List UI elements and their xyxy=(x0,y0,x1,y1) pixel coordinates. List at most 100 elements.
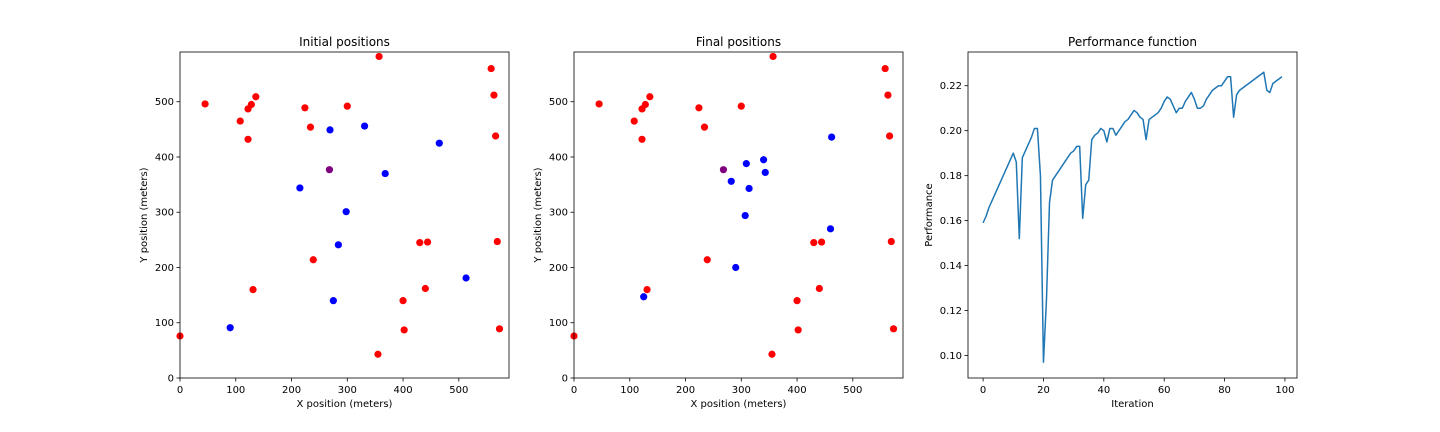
y-tick-label: 0.20 xyxy=(940,126,962,137)
y-tick-label: 0.12 xyxy=(940,306,962,317)
red-point xyxy=(889,325,898,333)
y-axis-label: Y position (meters) xyxy=(533,167,544,263)
y-tick-label: 0.14 xyxy=(940,261,962,272)
red-point xyxy=(887,237,895,246)
red-point xyxy=(399,297,407,305)
chart-title: Initial positions xyxy=(299,35,390,49)
red-point xyxy=(881,64,889,73)
red-point xyxy=(646,93,654,101)
red-point xyxy=(306,123,315,131)
red-point xyxy=(490,91,498,99)
y-tick-label: 0 xyxy=(168,374,174,385)
red-point xyxy=(343,102,351,110)
x-tick-label: 400 xyxy=(394,385,413,396)
blue-point xyxy=(334,241,342,249)
red-point xyxy=(244,135,252,143)
y-tick-label: 300 xyxy=(155,208,174,219)
blue-point xyxy=(761,168,769,177)
red-point xyxy=(703,256,711,264)
blue-point xyxy=(742,160,750,168)
red-point xyxy=(252,93,260,101)
red-point xyxy=(810,239,818,247)
blue-point xyxy=(342,208,350,216)
y-tick-label: 0.18 xyxy=(940,171,962,182)
x-tick-label: 300 xyxy=(732,385,751,396)
axes-frame xyxy=(573,51,904,379)
red-point xyxy=(595,100,603,108)
chart-title: Final positions xyxy=(696,35,781,49)
chart-1: Initial positions 0 100 200 300 400 500 0 100 200… xyxy=(139,35,510,410)
blue-point xyxy=(329,297,337,305)
red-point xyxy=(492,132,500,140)
x-axis-label: Iteration xyxy=(1111,399,1153,410)
red-point xyxy=(374,350,382,358)
red-point xyxy=(630,117,638,125)
red-point xyxy=(641,100,649,109)
x-tick-label: 0 xyxy=(177,385,183,396)
red-point xyxy=(421,284,429,293)
red-point xyxy=(247,100,255,109)
performance-line xyxy=(982,71,1283,364)
red-point xyxy=(416,239,424,247)
blue-point xyxy=(462,274,470,282)
red-point xyxy=(495,325,504,333)
x-axis-label: X position (meters) xyxy=(691,399,787,410)
red-point xyxy=(884,91,892,99)
x-tick-label: 20 xyxy=(1037,385,1050,396)
y-tick-label: 300 xyxy=(549,208,568,219)
blue-point xyxy=(828,133,836,141)
blue-point xyxy=(326,126,334,134)
red-point xyxy=(695,104,703,112)
red-point xyxy=(737,102,745,110)
y-tick-label: 400 xyxy=(549,152,568,163)
x-tick-label: 200 xyxy=(282,385,301,396)
red-point xyxy=(815,284,823,293)
red-point xyxy=(643,285,651,294)
y-tick-label: 0 xyxy=(562,374,568,385)
red-point xyxy=(769,52,777,61)
red-point xyxy=(493,237,501,246)
red-point xyxy=(375,52,383,61)
red-point xyxy=(423,238,432,246)
y-tick-label: 100 xyxy=(549,318,568,329)
y-tick-label: 400 xyxy=(155,152,174,163)
y-axis-label: Performance xyxy=(924,183,935,246)
red-point xyxy=(301,104,309,112)
x-tick-label: 100 xyxy=(1275,385,1294,396)
red-point xyxy=(400,326,408,334)
y-tick-label: 500 xyxy=(549,97,568,108)
blue-point xyxy=(360,122,369,130)
red-point xyxy=(886,132,894,140)
blue-point xyxy=(435,139,443,147)
x-axis-label: X position (meters) xyxy=(297,399,393,410)
x-tick-label: 400 xyxy=(788,385,807,396)
y-tick-label: 0.10 xyxy=(940,351,962,362)
chart-3: Performance function 0 20 40 60 80 100 0.10 0.12… xyxy=(924,35,1298,410)
blue-point xyxy=(727,177,735,185)
red-point xyxy=(487,64,495,73)
y-tick-label: 200 xyxy=(155,263,174,274)
blue-point xyxy=(296,184,304,192)
x-tick-label: 500 xyxy=(843,385,862,396)
blue-point xyxy=(640,293,648,301)
red-point xyxy=(768,350,776,358)
chart-title: Performance function xyxy=(1068,35,1197,49)
x-tick-label: 60 xyxy=(1158,385,1171,396)
purple-point xyxy=(325,166,334,174)
y-tick-label: 200 xyxy=(549,263,568,274)
red-point xyxy=(201,100,209,108)
x-tick-label: 100 xyxy=(226,385,245,396)
axes-frame xyxy=(967,51,1298,379)
red-point xyxy=(700,123,709,131)
x-tick-label: 0 xyxy=(571,385,577,396)
x-tick-label: 200 xyxy=(676,385,695,396)
x-tick-label: 80 xyxy=(1218,385,1231,396)
purple-point xyxy=(719,166,728,174)
blue-point xyxy=(826,225,835,233)
red-point xyxy=(236,117,244,125)
red-point xyxy=(817,238,826,246)
y-tick-label: 100 xyxy=(155,318,174,329)
x-tick-label: 100 xyxy=(620,385,639,396)
y-tick-label: 500 xyxy=(155,97,174,108)
